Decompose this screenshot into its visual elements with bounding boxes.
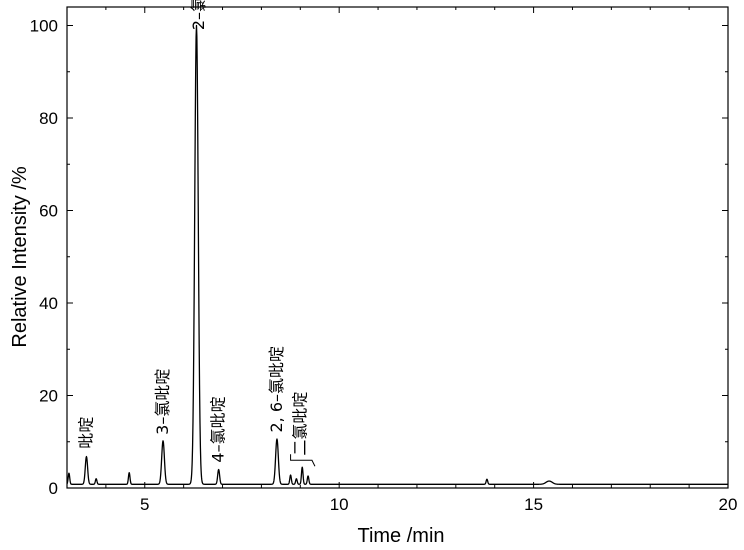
y-tick-label: 40	[39, 294, 58, 313]
peak-label: 吡啶	[76, 417, 95, 449]
y-tick-label: 80	[39, 109, 58, 128]
peak-label: 3–氯吡啶	[153, 369, 172, 435]
x-tick-label: 5	[140, 495, 149, 514]
y-tick-label: 0	[49, 479, 58, 498]
y-tick-label: 100	[30, 17, 58, 36]
x-tick-label: 15	[524, 495, 543, 514]
y-tick-label: 20	[39, 387, 58, 406]
peak-label: 2–氯吡啶	[189, 0, 208, 30]
peak-label: 4–氯吡啶	[209, 396, 228, 462]
peak-label: 二氯吡啶	[290, 392, 309, 456]
y-tick-label: 60	[39, 202, 58, 221]
peak-label: 2, 6–氯吡啶	[267, 346, 286, 433]
x-tick-label: 10	[330, 495, 349, 514]
y-axis-title: Relative Intensity /%	[9, 166, 31, 347]
x-tick-label: 20	[719, 495, 738, 514]
x-axis-title: Time /min	[357, 525, 444, 547]
